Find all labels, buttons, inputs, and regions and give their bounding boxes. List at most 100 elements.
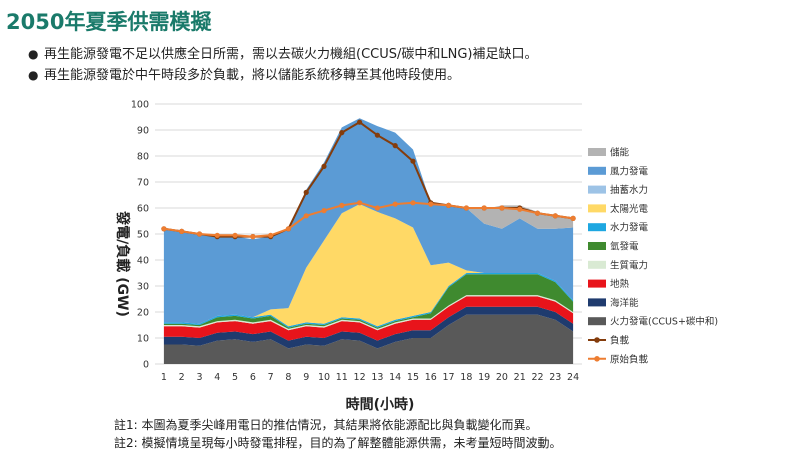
x-tick-label: 10: [318, 372, 330, 383]
line-point: [285, 226, 292, 232]
bullet-dot-icon: ●: [28, 47, 39, 61]
bullet-list: ● 再生能源發電不足以供應全日所需，需以去碳火力機組(CCUS/碳中和LNG)補…: [28, 44, 538, 86]
x-tick-label: 23: [549, 372, 561, 383]
area-series: [163, 204, 574, 327]
line-point: [481, 205, 487, 211]
legend-label: 海洋能: [610, 297, 639, 309]
line-point: [232, 232, 238, 238]
area-series: [163, 274, 574, 329]
x-tick-label: 14: [389, 372, 401, 383]
x-tick-label: 11: [336, 372, 348, 383]
x-tick-label: 24: [567, 372, 579, 383]
line-point: [410, 158, 416, 164]
x-tick-label: 2: [179, 372, 185, 383]
legend-label: 生質電力: [610, 259, 648, 271]
legend-swatch: [588, 185, 606, 194]
area-series: [163, 296, 574, 341]
x-tick-label: 9: [303, 372, 309, 383]
legend-swatch: [588, 166, 606, 175]
y-tick-label: 10: [137, 334, 149, 345]
line-point: [179, 228, 185, 234]
line-point: [321, 208, 327, 214]
x-tick-label: 22: [531, 372, 543, 383]
area-series: [163, 314, 574, 364]
line-point: [570, 215, 576, 221]
legend-swatch: [588, 204, 606, 213]
x-tick-label: 19: [478, 372, 490, 383]
x-tick-label: 4: [214, 372, 220, 383]
footnotes: 註1: 本圖為夏季尖峰用電日的推估情況，其結果將依能源配比與負載變化而異。 註2…: [114, 416, 562, 452]
legend-swatch: [588, 317, 606, 326]
line-point: [428, 201, 434, 207]
chart-legend: 儲能風力發電抽蓄水力太陽光電水力發電氫發電生質電力地熱海洋能火力發電(CCUS+…: [588, 147, 718, 365]
area-series: [163, 273, 574, 328]
line-point: [250, 234, 256, 240]
y-tick-label: 0: [143, 360, 149, 371]
area-series: [163, 118, 574, 324]
line-series: [163, 201, 574, 238]
line-point: [374, 132, 380, 138]
line-point: [339, 202, 345, 208]
x-tick-label: 15: [407, 372, 419, 383]
line-layer: [161, 119, 576, 240]
footnote-2: 註2: 模擬情境呈現每小時發電排程，目的為了解整體能源供需，未考量短時間波動。: [114, 436, 562, 450]
line-point: [410, 200, 416, 206]
legend-label: 火力發電(CCUS+碳中和): [610, 316, 718, 328]
line-point: [374, 205, 380, 211]
bullet-text: 再生能源發電不足以供應全日所需，需以去碳火力機組(CCUS/碳中和LNG)補足缺…: [44, 47, 538, 62]
bullet-item: ● 再生能源發電於中午時段多於負載，將以儲能系統移轉至其他時段使用。: [28, 65, 538, 86]
x-tick-label: 7: [268, 372, 274, 383]
line-point: [392, 143, 398, 149]
legend-label: 風力發電: [610, 165, 649, 177]
line-point: [499, 205, 505, 211]
y-tick-label: 70: [137, 178, 149, 189]
line-point: [357, 119, 363, 125]
x-tick-label: 20: [496, 372, 508, 383]
legend-swatch: [588, 148, 606, 156]
x-tick-label: 13: [371, 372, 383, 383]
legend-marker: [594, 356, 600, 362]
area-layer: [163, 118, 574, 364]
line-point: [517, 206, 523, 212]
x-tick-label: 21: [514, 372, 526, 383]
y-axis-label: 發電/負載 (GW): [114, 210, 131, 317]
legend-label: 負載: [610, 335, 630, 347]
legend-label: 儲能: [610, 147, 630, 159]
x-tick-label: 3: [196, 372, 202, 383]
bullet-item: ● 再生能源發電不足以供應全日所需，需以去碳火力機組(CCUS/碳中和LNG)補…: [28, 44, 538, 65]
line-point: [339, 130, 345, 136]
y-tick-label: 50: [137, 230, 149, 241]
x-tick-label: 16: [425, 372, 437, 383]
y-tick-label: 40: [137, 256, 149, 267]
footnote-1: 註1: 本圖為夏季尖峰用電日的推估情況，其結果將依能源配比與負載變化而異。: [114, 418, 538, 432]
line-point: [161, 226, 167, 232]
line-point: [303, 189, 309, 195]
legend-label: 太陽光電: [610, 203, 649, 215]
line-point: [321, 163, 327, 169]
area-series: [163, 295, 574, 331]
legend-swatch: [588, 260, 606, 269]
legend-label: 水力發電: [610, 222, 649, 234]
y-tick-label: 60: [137, 204, 149, 215]
page-title: 2050年夏季供需模擬: [6, 10, 212, 34]
line-point: [303, 213, 309, 219]
y-tick-label: 80: [137, 152, 149, 163]
bullet-text: 再生能源發電於中午時段多於負載，將以儲能系統移轉至其他時段使用。: [44, 68, 461, 83]
x-tick-label: 12: [354, 372, 366, 383]
legend-label: 地熱: [610, 278, 630, 290]
y-tick-label: 30: [137, 282, 149, 293]
x-axis-label: 時間(小時): [346, 396, 415, 413]
x-tick-label: 18: [460, 372, 472, 383]
legend-swatch: [588, 279, 606, 288]
line-point: [534, 210, 541, 216]
legend-label: 氫發電: [610, 241, 639, 253]
y-tick-label: 90: [137, 126, 149, 137]
line-point: [552, 213, 558, 219]
legend-swatch: [588, 223, 606, 232]
line-point: [268, 232, 274, 238]
line-point: [463, 205, 469, 211]
line-point: [445, 202, 452, 208]
x-tick-label: 8: [285, 372, 291, 383]
legend-swatch: [588, 242, 606, 250]
